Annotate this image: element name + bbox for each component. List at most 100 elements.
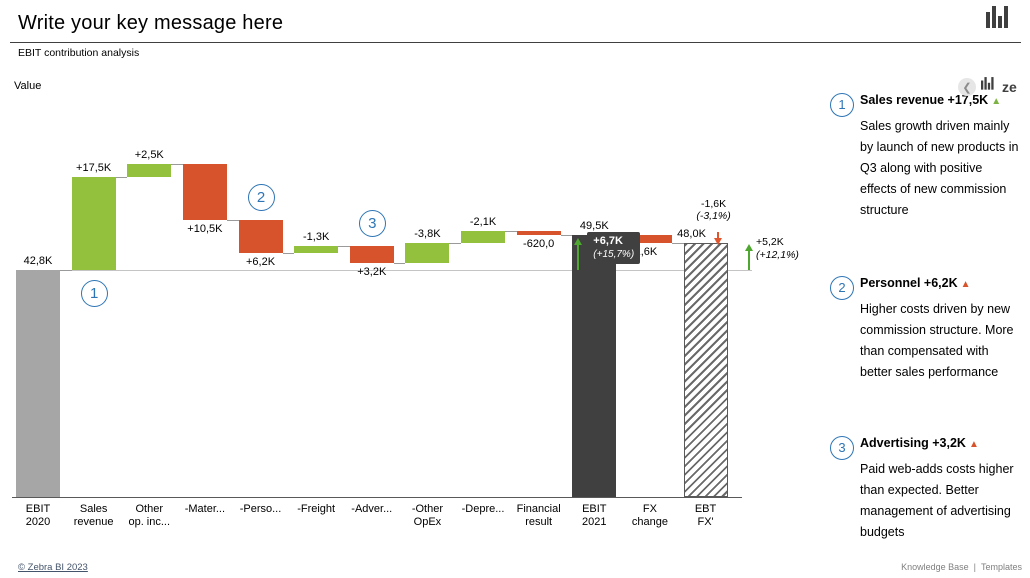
comment-title-text: Personnel +6,2K [860,276,958,290]
variance-up-arrow-icon [574,237,583,245]
connector-line [226,219,239,221]
comment-title-text: Advertising +3,2K [860,436,966,450]
zebra-bi-mini-logo [981,77,997,97]
waterfall-bar-7[interactable] [405,242,450,263]
title-divider [10,42,1021,43]
waterfall-bar-11[interactable] [627,234,672,244]
fx-variance-label: -1,6K [700,197,727,210]
waterfall-bar-2[interactable] [127,164,172,178]
connector-line [115,177,128,179]
data-label: +6,2K [245,255,276,268]
comment-body-1: Sales growth driven mainly by launch of … [860,119,1019,217]
variance-badge: +6,7K (+15,7%) [587,231,641,264]
data-label: -1,3K [302,230,330,243]
connector-line [282,252,295,254]
comment-number-2: 2 [830,276,854,300]
up-triangle-icon: ▲ [960,279,971,290]
category-label: -Other OpEx [411,503,443,528]
data-label: +2,5K [134,149,164,162]
comment-title-1: Sales revenue +17,5K ▲ [860,93,1027,107]
waterfall-bar-10[interactable] [572,234,617,497]
comment-body-2: Higher costs driven by new commission st… [860,302,1014,379]
chart-marker-3[interactable]: 3 [358,209,386,237]
connector-line [393,262,406,264]
page-subtitle: EBIT contribution analysis [18,47,140,59]
panel-controls: ❮ ze [958,76,1030,98]
x-axis-line [12,497,742,498]
data-label: +10,5K [187,222,223,235]
connector-line [560,234,573,236]
comment-title-2: Personnel +6,2K ▲ [860,276,1027,290]
data-label: -620,0 [523,237,555,250]
knowledge-base-link[interactable]: Knowledge Base [901,562,969,572]
comment-body-3: Paid web-adds costs higher than expected… [860,462,1014,539]
comment-item-2: 2 Personnel +6,2K ▲ Higher costs driven b… [822,276,1027,383]
category-label: -Adver... [351,503,393,515]
data-label: +17,5K [76,162,112,175]
waterfall-bar-6[interactable] [349,245,394,263]
category-label: Other op. inc... [128,503,171,528]
variance-arrow-line [577,243,580,271]
category-label: Financial result [516,503,561,528]
edge-variance-pct: (+12,1%) [756,248,799,261]
data-label: 42,8K [23,255,53,268]
value-axis-label: Value [14,80,42,92]
baseline-reference-line [60,270,752,272]
zebra-bi-logo [986,6,1014,37]
waterfall-bar-5[interactable] [294,245,339,253]
connector-line [505,231,517,233]
category-label: EBT FX' [694,503,717,528]
comment-number-3: 3 [830,436,854,460]
connector-line [671,242,684,244]
variance-arrow-line [748,249,750,271]
category-label: FX change [631,503,668,528]
comment-item-1: 1 Sales revenue +17,5K ▲ Sales growth dri… [822,93,1027,221]
variance-arrow-line [716,231,719,238]
waterfall-bar-9[interactable] [516,231,561,235]
waterfall-bar-8[interactable] [461,231,506,243]
data-label: 49,5K [579,219,609,232]
chart-marker-1[interactable]: 1 [80,280,108,308]
variance-down-arrow-icon [713,237,722,245]
category-label: -Freight [297,503,336,515]
category-label: Sales revenue [73,503,114,528]
category-label: -Perso... [239,503,282,515]
waterfall-bar-0[interactable] [16,270,60,497]
page-title: Write your key message here [18,12,284,34]
comment-number-1: 1 [830,93,854,117]
copyright-link[interactable]: © Zebra BI 2023 [18,562,88,573]
comment-title-3: Advertising +3,2K ▲ [860,436,1027,450]
templates-link[interactable]: Templates [980,562,1022,572]
chart-marker-2[interactable]: 2 [247,183,275,211]
waterfall-bar-3[interactable] [182,164,227,220]
fx-variance-pct: (-3,1%) [696,209,731,222]
data-label: 1,6K [634,246,658,259]
category-label: -Depre... [461,503,505,515]
up-triangle-icon: ▲ [991,96,1002,107]
waterfall-bar-12[interactable] [683,242,728,497]
variance-up-arrow-icon [745,243,753,251]
waterfall-bar-4[interactable] [238,219,283,253]
comment-item-3: 3 Advertising +3,2K ▲ Paid web-adds costs… [822,436,1027,543]
connector-line [338,245,350,247]
category-label: EBIT 2020 [25,503,51,528]
collapse-chevron-icon[interactable]: ❮ [958,78,976,96]
data-label: -3,8K [414,227,441,240]
up-triangle-icon: ▲ [968,439,979,450]
data-label: 48,0K [677,227,706,240]
edge-variance-label: +5,2K [756,235,784,248]
category-label: EBIT 2021 [582,503,607,528]
footer-links: Knowledge Base | Templates [901,562,1022,572]
data-label: +3,2K [357,265,387,278]
zebra-brand-text: ze [1002,79,1017,95]
category-label: -Mater... [184,503,226,515]
connector-line [449,242,462,244]
comment-title-text: Sales revenue +17,5K [860,93,989,107]
data-label: -2,1K [469,216,497,229]
connector-line [60,270,72,272]
connector-line [171,164,183,166]
waterfall-bar-1[interactable] [71,177,116,271]
footer-separator: | [973,562,976,572]
